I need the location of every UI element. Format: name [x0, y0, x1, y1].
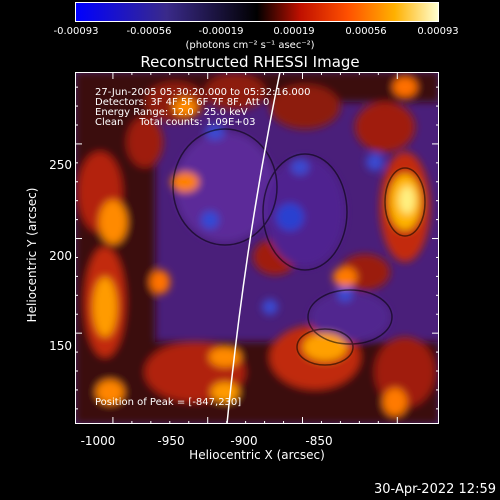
x-tick-label: -900: [230, 434, 258, 448]
info-peak-position: Position of Peak = [-847,230]: [95, 397, 242, 408]
info-time-range: 27-Jun-2005 05:30:20.000 to 05:32:16.000: [95, 87, 311, 98]
info-energy-range: Energy Range: 12.0 - 25.0 keV: [95, 107, 248, 118]
plot-title: Reconstructed RHESSI Image: [140, 53, 360, 71]
y-axis-label: Heliocentric Y (arcsec): [25, 187, 39, 323]
colorbar-tick: -0.00093: [53, 26, 99, 37]
x-axis-label: Heliocentric X (arcsec): [189, 448, 325, 462]
x-tick-label: -950: [157, 434, 185, 448]
y-tick-label: 150: [49, 339, 72, 353]
colorbar-tick: 0.00056: [345, 26, 387, 37]
rhessi-image: [75, 72, 439, 424]
x-tick-label: -1000: [80, 434, 116, 448]
colorbar-tick: -0.00056: [126, 26, 172, 37]
colorbar-tick: 0.00019: [273, 26, 315, 37]
x-tick-label: -850: [305, 434, 333, 448]
y-tick-label: 250: [49, 158, 72, 172]
solar-limb-line: [226, 72, 281, 424]
colorbar-tick: -0.00019: [198, 26, 244, 37]
colorbar: [75, 2, 439, 22]
colorbar-tick: 0.00093: [417, 26, 459, 37]
info-detectors: Detectors: 3F 4F 5F 6F 7F 8F, Att 0: [95, 97, 270, 108]
colorbar-units: (photons cm⁻² s⁻¹ asec⁻²): [185, 40, 315, 51]
info-total-counts: Clean Total counts: 1.09E+03: [95, 117, 256, 128]
timestamp: 30-Apr-2022 12:59: [374, 482, 496, 497]
y-tick-label: 200: [49, 249, 72, 263]
